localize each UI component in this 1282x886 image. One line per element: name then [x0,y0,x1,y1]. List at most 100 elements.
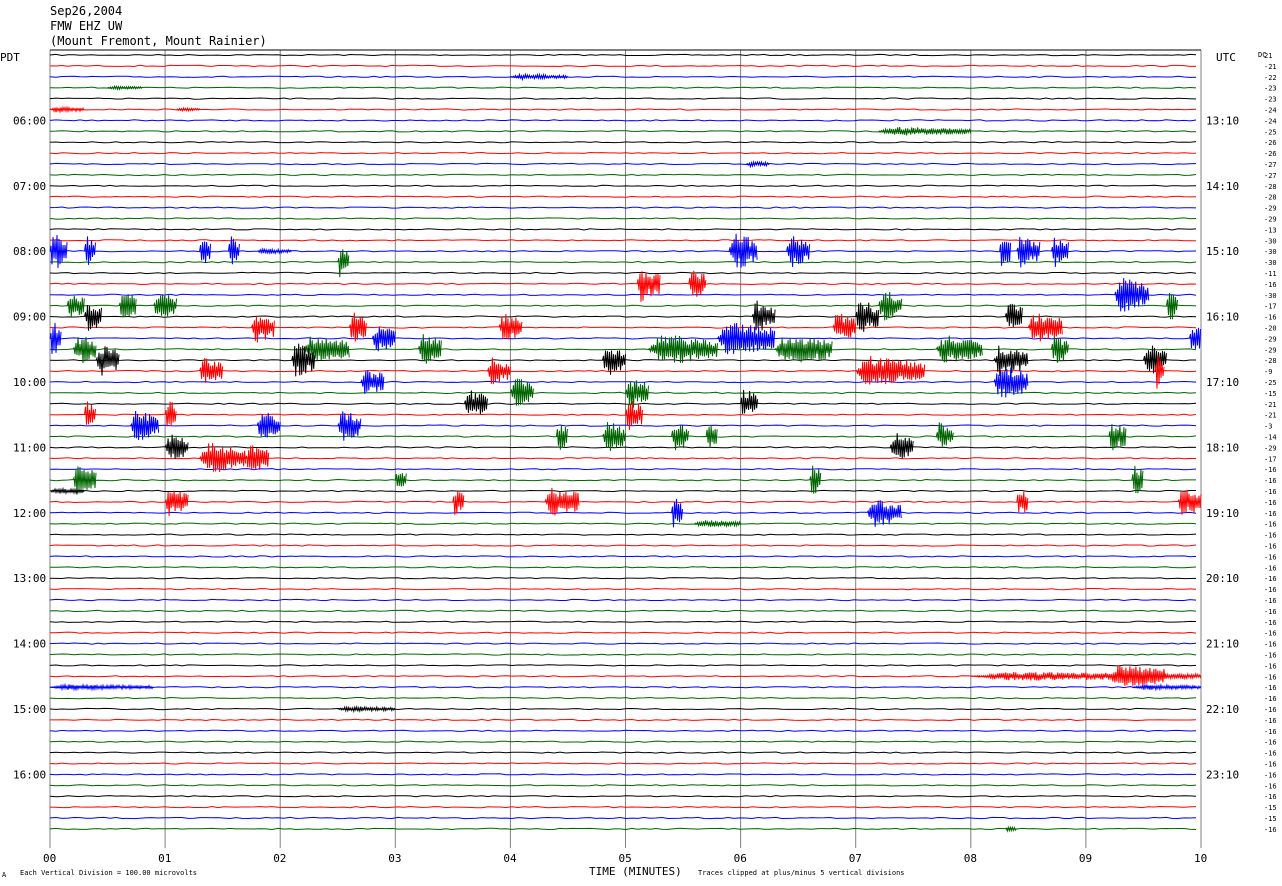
dc-offset-label: -16 [1264,543,1277,551]
event-burst-10 [257,247,292,256]
dc-offset-label: -9 [1264,368,1272,376]
event-burst-57 [625,380,649,408]
trace-24 [49,315,1197,318]
trace-34 [49,424,1197,427]
footer-clip-note: Traces clipped at plus/minus 5 vertical … [698,869,905,877]
event-burst-59 [740,389,759,414]
dc-offset-label: -16 [1264,739,1277,747]
minute-gridlines [49,49,1202,848]
event-burst-8 [199,241,212,264]
utc-hour-label: 15:10 [1206,245,1239,258]
dc-offset-label: -16 [1264,695,1277,703]
trace-59 [49,696,1197,700]
dc-offset-label: -16 [1264,630,1277,638]
dc-offset-label: -16 [1264,793,1277,801]
event-burst-18 [688,270,707,297]
event-burst-69 [705,425,718,448]
event-burst-66 [555,425,568,450]
dc-offset-label: -30 [1264,259,1277,267]
trace-64 [49,751,1197,754]
pdt-hour-label: 14:00 [13,638,46,651]
pdt-hour-labels: 06:00 07:00 08:00 09:00 10:00 11:00 12:00 13:00… [13,114,46,781]
dc-offset-label: -14 [1264,434,1277,442]
event-burst-40 [417,334,442,364]
x-tick-label: 07 [849,852,862,865]
trace-68 [49,795,1197,798]
event-burst-50 [199,358,224,383]
x-tick-label: 03 [388,852,401,865]
trace-25 [49,326,1197,329]
event-burst-39 [302,336,350,361]
pdt-hour-label: 10:00 [13,376,46,389]
trace-6 [49,119,1197,122]
trace-65 [49,762,1197,765]
event-burst-45 [95,346,120,376]
dc-offset-label: -16 [1264,477,1277,485]
trace-43 [49,522,1197,525]
event-burst-92 [1131,683,1202,692]
dc-offset-label: -16 [1264,782,1277,790]
dc-offset-label: -16 [1264,717,1277,725]
trace-41 [49,500,1197,504]
utc-hour-label: 23:10 [1206,768,1239,781]
event-burst-51 [486,357,511,385]
event-burst-24 [1166,293,1178,320]
utc-hour-label: 20:10 [1206,572,1239,585]
dc-offset-label: -16 [1264,586,1277,594]
trace-47 [49,566,1197,569]
utc-hour-label: 17:10 [1206,376,1239,389]
trace-1 [49,64,1197,68]
dc-offset-label: -16 [1264,488,1277,496]
dc-offset-labels: 21 -21 -22 -23 -23 -24 -24 -25 -26 -26 -27 -27 -28 -2… [1264,52,1277,834]
trace-60 [49,707,1197,711]
dc-offset-label: -28 [1264,357,1277,365]
pdt-hour-label: 11:00 [13,441,46,454]
trace-12 [49,184,1197,187]
event-burst-3 [176,106,201,113]
right-timezone-label: UTC [1216,51,1236,64]
event-burst-70 [935,422,954,447]
utc-hour-label: 16:10 [1206,311,1239,324]
dc-offset-label: -23 [1264,96,1277,104]
trace-70 [49,816,1197,820]
trace-61 [50,718,1197,722]
event-burst-22 [153,294,178,317]
event-burst-54 [360,370,385,394]
dc-offset-label: -30 [1264,237,1277,245]
pdt-hour-label: 12:00 [13,507,46,520]
event-burst-64 [256,412,281,438]
dc-offset-label: -16 [1264,466,1277,474]
dc-offset-label: -16 [1264,771,1277,779]
dc-offset-label: -16 [1264,499,1277,507]
dc-offset-label: -25 [1264,128,1277,136]
utc-hour-label: 19:10 [1206,507,1239,520]
event-burst-43 [935,335,983,363]
x-tick-label: 10 [1194,852,1207,865]
event-burst-20 [66,295,85,317]
event-burst-52 [855,355,926,385]
trace-lines [49,53,1197,831]
dc-offset-label: -16 [1264,641,1277,649]
event-burst-42 [774,337,833,363]
dc-offset-label: -16 [1264,597,1277,605]
trace-40 [49,489,1196,493]
dc-offset-label: -25 [1264,379,1277,387]
event-burst-21 [118,293,137,317]
event-burst-33 [1027,313,1063,342]
dc-offset-label: -16 [1264,521,1277,529]
event-burst-93 [337,704,396,714]
trace-69 [49,805,1197,809]
event-burst-47 [602,350,626,375]
dc-offset-label: -16 [1264,619,1277,627]
event-burst-31 [498,313,523,340]
event-burst-15 [1050,237,1069,267]
dc-offset-label: -16 [1264,564,1277,572]
trace-66 [49,773,1197,776]
event-burst-94 [1005,825,1017,833]
dc-offset-label: -21 [1264,401,1277,409]
pdt-hour-label: 13:00 [13,572,46,585]
dc-offset-label: -26 [1264,139,1277,147]
event-burst-34 [49,322,62,354]
trace-52 [49,620,1197,623]
event-burst-86 [671,498,683,528]
